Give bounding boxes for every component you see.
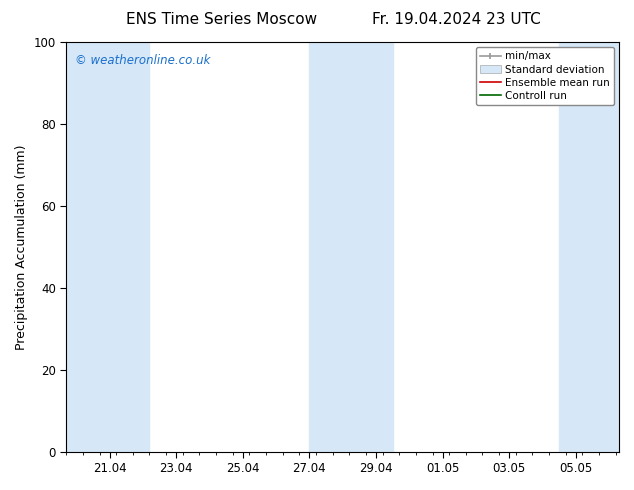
Y-axis label: Precipitation Accumulation (mm): Precipitation Accumulation (mm) xyxy=(15,144,28,349)
Text: © weatheronline.co.uk: © weatheronline.co.uk xyxy=(75,54,210,67)
Bar xyxy=(66,42,150,452)
Text: ENS Time Series Moscow: ENS Time Series Moscow xyxy=(126,12,318,27)
Legend: min/max, Standard deviation, Ensemble mean run, Controll run: min/max, Standard deviation, Ensemble me… xyxy=(476,47,614,105)
Bar xyxy=(559,42,619,452)
Text: Fr. 19.04.2024 23 UTC: Fr. 19.04.2024 23 UTC xyxy=(372,12,541,27)
Bar xyxy=(309,42,392,452)
